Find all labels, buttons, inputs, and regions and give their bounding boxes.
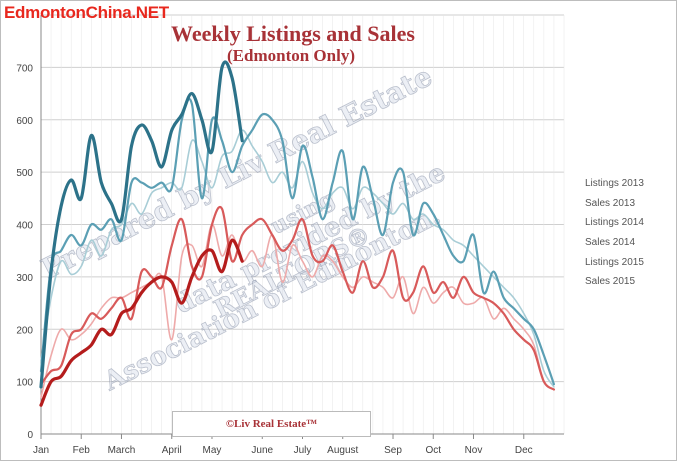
y-tick-label: 100 bbox=[16, 378, 33, 389]
x-tick-label: May bbox=[203, 445, 222, 456]
legend-label: Listings 2014 bbox=[585, 217, 644, 229]
x-tick-label: Jan bbox=[33, 445, 49, 456]
chart-title: Weekly Listings and Sales bbox=[171, 21, 415, 46]
y-tick-label: 500 bbox=[16, 168, 33, 179]
series-line-listings-2015 bbox=[39, 60, 244, 389]
legend-item: Sales 2014 bbox=[585, 233, 644, 253]
series-line-sales-2013 bbox=[40, 223, 555, 399]
y-tick-label: 200 bbox=[16, 325, 33, 336]
chart-subtitle: (Edmonton Only) bbox=[227, 46, 355, 65]
site-watermark: EdmontonChina.NET bbox=[4, 3, 169, 22]
legend-label: Sales 2013 bbox=[585, 197, 636, 209]
x-tick-label: March bbox=[108, 445, 136, 456]
x-tick-label: Nov bbox=[465, 445, 483, 456]
legend-item: Sales 2013 bbox=[585, 194, 644, 214]
series-line-listings-2014 bbox=[39, 97, 555, 386]
legend: Listings 2013 Sales 2013 Listings 2014 Sale… bbox=[585, 174, 644, 292]
legend-item: Sales 2015 bbox=[585, 272, 644, 292]
y-tick-label: 400 bbox=[16, 221, 33, 232]
x-tick-label: Oct bbox=[425, 445, 441, 456]
x-tick-label: Feb bbox=[73, 445, 91, 456]
legend-item: Listings 2013 bbox=[585, 174, 644, 194]
x-tick-label: August bbox=[327, 445, 358, 456]
legend-label: Sales 2015 bbox=[585, 276, 636, 288]
legend-item: Listings 2014 bbox=[585, 213, 644, 233]
y-tick-label: 600 bbox=[16, 116, 33, 127]
y-tick-label: 700 bbox=[16, 63, 33, 74]
x-tick-label: June bbox=[251, 445, 273, 456]
legend-item: Listings 2015 bbox=[585, 252, 644, 272]
series-line-sales-2015 bbox=[39, 238, 244, 407]
legend-label: Listings 2013 bbox=[585, 178, 644, 190]
y-tick-label: 300 bbox=[16, 273, 33, 284]
x-tick-label: Sep bbox=[384, 445, 402, 456]
axes: 0 100 200 300 400 500 600 700 Jan Feb March April Ma… bbox=[16, 15, 564, 456]
legend-label: Listings 2015 bbox=[585, 256, 644, 268]
y-tick-label: 0 bbox=[27, 430, 33, 441]
x-tick-label: Dec bbox=[515, 445, 533, 456]
copyright-label: ©Liv Real Estate™ bbox=[172, 411, 371, 437]
legend-label: Sales 2014 bbox=[585, 237, 636, 249]
x-tick-label: July bbox=[294, 445, 312, 456]
x-tick-label: April bbox=[162, 445, 182, 456]
series-lines bbox=[39, 60, 555, 407]
